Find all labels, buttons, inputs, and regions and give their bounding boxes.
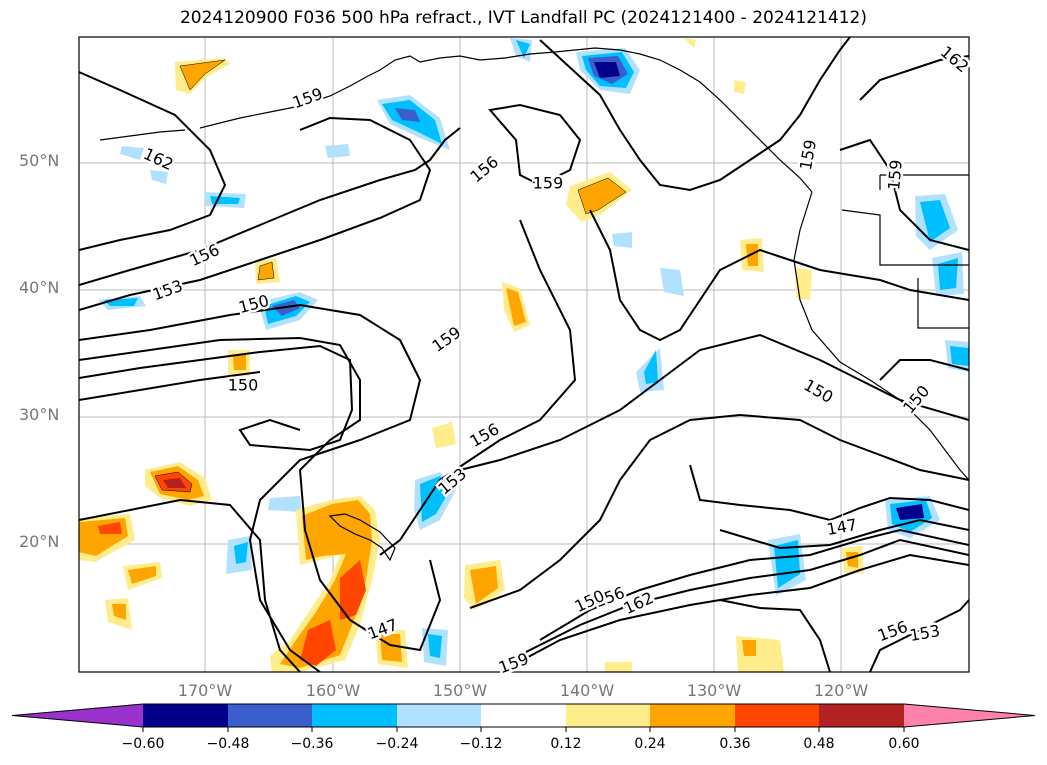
colorbar bbox=[11, 703, 1036, 732]
colorbar-swatch bbox=[481, 704, 566, 727]
lat-label: 20°N bbox=[19, 532, 60, 551]
map-title: 2024120900 F036 500 hPa refract., IVT La… bbox=[179, 8, 867, 28]
colorbar-swatch bbox=[228, 704, 312, 727]
colorbar-tick: 0.12 bbox=[550, 736, 582, 752]
colorbar-tick: −0.24 bbox=[375, 736, 419, 752]
contour-label-halo: 159 bbox=[533, 174, 564, 193]
gridlines bbox=[79, 37, 969, 672]
map-frame bbox=[78, 36, 970, 673]
lat-label: 40°N bbox=[19, 278, 60, 297]
colorbar-tick: 0.36 bbox=[719, 736, 751, 752]
colorbar-swatch bbox=[650, 704, 735, 727]
lon-label: 150°W bbox=[432, 681, 488, 700]
lat-label: 30°N bbox=[19, 405, 60, 424]
contour-label-halo: 150 bbox=[228, 376, 259, 395]
map-background bbox=[79, 37, 969, 672]
lon-label: 160°W bbox=[305, 681, 361, 700]
colorbar-tick: 0.48 bbox=[803, 736, 835, 752]
coastlines bbox=[99, 47, 969, 562]
colorbar-extend-low bbox=[12, 704, 143, 727]
colorbar-tick: −0.60 bbox=[121, 736, 165, 752]
colorbar-swatch bbox=[397, 704, 481, 727]
lon-label: 120°W bbox=[813, 681, 869, 700]
colorbar-tick: 0.24 bbox=[634, 736, 666, 752]
colorbar-swatch bbox=[819, 704, 904, 727]
contour-label: 159 bbox=[884, 159, 906, 191]
colorbar-swatch bbox=[312, 704, 397, 727]
colorbar-tick: −0.48 bbox=[206, 736, 250, 752]
colorbar-tick: 0.60 bbox=[888, 736, 920, 752]
colorbar-tick: −0.12 bbox=[459, 736, 503, 752]
lon-label: 140°W bbox=[559, 681, 615, 700]
contour-label: 159 bbox=[533, 174, 564, 193]
colorbar-swatch bbox=[566, 704, 650, 727]
colorbar-tick: −0.36 bbox=[290, 736, 334, 752]
contours bbox=[79, 37, 969, 672]
colorbar-swatch bbox=[143, 704, 228, 727]
lat-label: 50°N bbox=[19, 151, 60, 170]
lon-label: 170°W bbox=[177, 681, 233, 700]
contour-label: 150 bbox=[228, 376, 259, 395]
shaded-anomalies bbox=[79, 38, 969, 672]
colorbar-swatch bbox=[735, 704, 819, 727]
colorbar-extend-high bbox=[904, 704, 1035, 727]
lon-label: 130°W bbox=[686, 681, 742, 700]
